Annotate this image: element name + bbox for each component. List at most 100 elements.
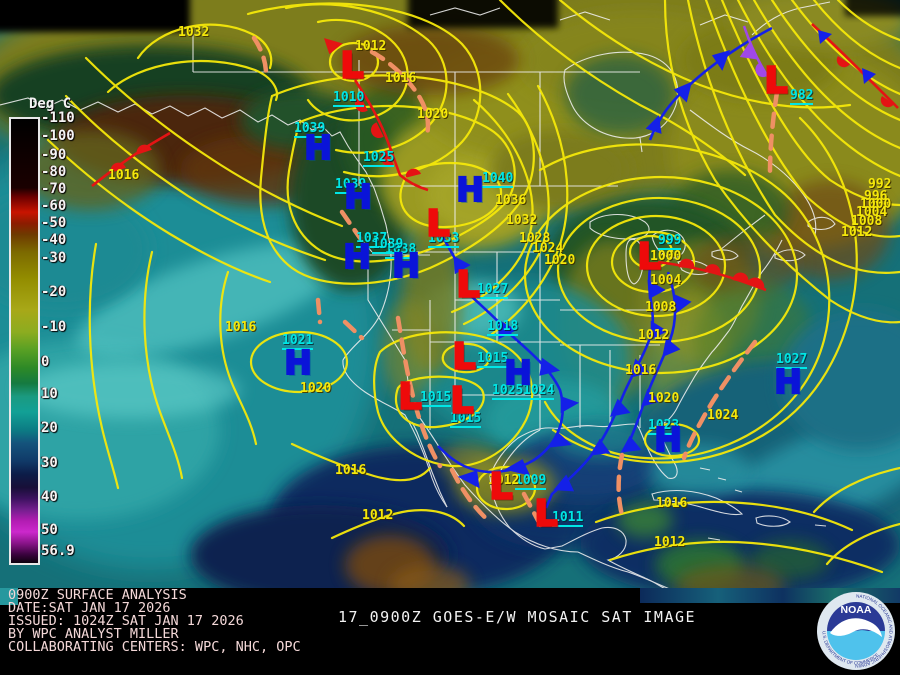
warm-front [657, 258, 767, 292]
isobar-layer [46, 0, 900, 574]
analysis-issued: ISSUED: 1024Z SAT JAN 17 2026 [8, 612, 244, 629]
low-pressure-label: 1009 [515, 473, 547, 490]
high-pressure-symbol: H [653, 420, 683, 460]
front-layer [91, 23, 899, 509]
analysis-title: 0900Z SURFACE ANALYSIS [8, 587, 187, 603]
footer-bar: 0900Z SURFACE ANALYSIS DATE:SAT JAN 17 2… [0, 587, 900, 675]
colorbar-labels: -110 -100 -90 -80 -70 -60 -50 -40 -30 -20 -10 0 10 20… [0, 0, 90, 590]
isobar-label: 1012 [841, 225, 873, 240]
cold-front [437, 235, 580, 489]
high-pressure-symbol: H [773, 362, 803, 402]
analysis-date: DATE:SAT JAN 17 2026 [8, 599, 171, 616]
noaa-logo: NATIONAL OCEANIC AND ATMOSPHERIC ADMINIS… [814, 587, 896, 671]
high-pressure-symbol: H [303, 128, 333, 168]
isobar-label: 1016 [656, 496, 688, 511]
isobar-label: 1032 [506, 213, 538, 228]
isobar-label: 1004 [856, 205, 888, 220]
colorbar-tick: -20 [41, 284, 67, 300]
isobar-label: 1012 [488, 473, 520, 488]
low-pressure-symbol: L [449, 380, 474, 422]
isobar-label: 1016 [625, 363, 657, 378]
low-pressure-symbol: L [339, 45, 364, 87]
low-pressure-label: 1027 [477, 282, 509, 299]
warm-front [323, 38, 429, 192]
isobar-label: 1008 [851, 214, 883, 229]
noaa-wordmark: NOAA [841, 604, 872, 616]
low-pressure-label: 1011 [552, 510, 584, 527]
high-pressure-symbol: H [283, 343, 313, 383]
symbol-layer: H 1039 H 1039 H 1040 H 1037 H 1038 H 1021 H 1025 H 1027… [108, 25, 892, 550]
analysis-analyst: BY WPC ANALYST MILLER [8, 625, 179, 642]
low-pressure-symbol: L [636, 236, 661, 278]
isobar-label: 1012 [638, 328, 670, 343]
analysis-credits: 0900Z SURFACE ANALYSIS DATE:SAT JAN 17 2… [8, 587, 301, 655]
isobar-label: 1016 [385, 71, 417, 86]
low-pressure-symbol: L [455, 264, 480, 306]
low-pressure-symbol: L [763, 60, 788, 102]
noaa-bird-icon [830, 618, 882, 637]
isobar-label: 1012 [362, 508, 394, 523]
high-pressure-label: 1025 [492, 383, 524, 400]
high-pressure-symbol: H [343, 177, 373, 217]
cold-front [544, 267, 668, 509]
low-pressure-label: 1015 [477, 351, 509, 368]
high-pressure-label: 1023 [648, 418, 680, 435]
high-pressure-symbol: H [503, 353, 533, 393]
low-pressure-label: 1015 [450, 411, 482, 428]
low-pressure-label: 982 [790, 88, 814, 105]
high-pressure-label: 1039 [294, 121, 326, 138]
isobar-label: 1004 [650, 273, 682, 288]
high-pressure-label: 1027 [776, 352, 808, 369]
low-pressure-label: 1015 [420, 390, 452, 407]
isobar-label: 1000 [650, 249, 682, 264]
isobar-label: 1016 [335, 463, 367, 478]
colorbar-tick: 20 [41, 420, 58, 436]
isobar-label: 1020 [544, 253, 576, 268]
isobar-label: 1020 [417, 107, 449, 122]
colorbar-title: Deg C [29, 96, 72, 112]
isobar-label: 1012 [654, 535, 686, 550]
pressure-label: 1024 [523, 383, 555, 400]
colorbar-tick: -10 [41, 319, 67, 335]
colorbar-tick: 30 [41, 455, 58, 471]
colorbar: Deg C [0, 88, 90, 568]
pressure-label: 1025 [363, 150, 395, 167]
low-pressure-label: 1033 [428, 231, 460, 248]
colorbar-tick: -50 [41, 215, 67, 231]
map-corner-notch [0, 588, 18, 605]
low-pressure-label: 1012 [355, 39, 387, 54]
high-pressure-label: 1021 [282, 333, 314, 350]
occluded-front [739, 25, 777, 87]
isobar-label: 1024 [707, 408, 739, 423]
low-pressure-symbol: L [488, 466, 513, 508]
colorbar-tick: -80 [41, 164, 67, 180]
colorbar-tick: 50 [41, 522, 58, 538]
cold-front [620, 271, 692, 453]
stationary-front [811, 23, 899, 109]
colorbar-tick: 10 [41, 386, 58, 402]
isobar-label: 1020 [648, 391, 680, 406]
isobar-label: 1036 [495, 193, 527, 208]
pressure-label: 1039 [372, 237, 404, 254]
isobar-label: 1000 [860, 197, 892, 212]
colorbar-tick: -30 [41, 250, 67, 266]
high-pressure-label: 1040 [482, 171, 514, 188]
colorbar-tick: -40 [41, 232, 67, 248]
high-pressure-symbol: H [455, 170, 485, 210]
isobar-label: 1032 [178, 25, 210, 40]
trough-layer [251, 35, 780, 531]
low-pressure-symbol: L [451, 336, 476, 378]
colorbar-gradient [9, 117, 40, 565]
isobar-label: 1008 [645, 300, 677, 315]
analysis-centers: COLLABORATING CENTERS: WPC, NHC, OPC [8, 638, 301, 655]
colorbar-tick: -60 [41, 198, 67, 214]
isobar-label: 1016 [225, 320, 257, 335]
colorbar-tick: -90 [41, 147, 67, 163]
isobar-label: 1024 [532, 241, 564, 256]
colorbar-tick: -70 [41, 181, 67, 197]
colorbar-tick: -110 [41, 110, 75, 126]
colorbar-tick: 0 [41, 354, 50, 370]
isobar-label: 1020 [300, 381, 332, 396]
low-pressure-symbol: L [425, 203, 450, 245]
low-pressure-symbol: L [397, 376, 422, 418]
